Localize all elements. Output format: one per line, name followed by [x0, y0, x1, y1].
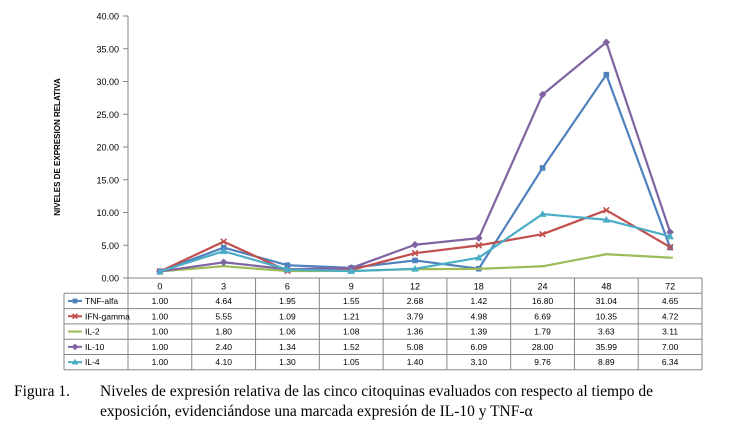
table-cell: 6.69: [534, 311, 551, 321]
y-axis-title: NIVELES DE EXPRESION RELATIVA: [53, 78, 62, 216]
x-tick-label: 24: [538, 281, 548, 291]
y-tick-label: 15.00: [96, 175, 119, 185]
y-tick-label: 30.00: [96, 77, 119, 87]
data-point: [602, 206, 610, 214]
table-cell: 1.05: [343, 357, 360, 367]
data-point: [538, 90, 547, 99]
table-cell: 10.35: [596, 311, 618, 321]
x-tick-label: 48: [601, 281, 611, 291]
data-point: [156, 267, 164, 275]
x-tick-label: 6: [285, 281, 290, 291]
data-point: [666, 228, 674, 236]
table-cell: 1.21: [343, 311, 360, 321]
table-cell: 35.99: [596, 342, 618, 352]
caption-label: Figura 1.: [14, 383, 70, 400]
data-point: [411, 240, 419, 249]
table-cell: 5.08: [407, 342, 424, 352]
table-cell: 1.55: [343, 296, 360, 306]
data-point: [284, 262, 291, 269]
table-cell: 1.30: [279, 357, 296, 367]
y-tick-label: 40.00: [96, 12, 119, 22]
data-point: [411, 265, 419, 272]
y-tick-label: 10.00: [96, 208, 119, 218]
table-cell: 1.09: [279, 311, 296, 321]
data-point: [538, 210, 547, 217]
data-point: [602, 215, 611, 223]
figure-caption: Figura 1. Niveles de expresión relativa …: [14, 382, 726, 422]
data-point: [475, 242, 483, 249]
data-point: [219, 247, 228, 254]
table-cell: 1.00: [152, 296, 169, 306]
table-cell: 8.89: [598, 357, 615, 367]
series-line: [159, 41, 672, 273]
table-cell: 1.00: [152, 311, 169, 321]
table-cell: 1.39: [471, 327, 488, 337]
table-cell: 1.40: [407, 357, 424, 367]
x-tick-label: 12: [410, 281, 420, 291]
legend-label: IL-10: [85, 342, 105, 352]
table-cell: 3.10: [471, 357, 488, 367]
table-cell: 9.76: [534, 357, 551, 367]
table-cell: 4.72: [662, 311, 679, 321]
table-cell: 28.00: [532, 342, 554, 352]
table-cell: 4.98: [471, 311, 488, 321]
table-cell: 3.63: [598, 327, 615, 337]
table-cell: 3.11: [662, 327, 678, 337]
data-point: [539, 230, 546, 238]
data-point: [220, 238, 228, 246]
data-point: [539, 165, 546, 171]
data-point: [347, 267, 356, 274]
data-point: [411, 249, 419, 257]
legend-label: IL-4: [85, 357, 100, 367]
data-point: [602, 38, 611, 47]
y-tick-label: 20.00: [96, 143, 119, 153]
chart: 0.00 5.00 10.00 15.00 20.00 25.00 30.00 35.00 40…: [53, 12, 703, 371]
table-cell: 16.80: [532, 296, 554, 306]
table-cell: 1.95: [279, 296, 296, 306]
x-tick-label: 9: [349, 281, 354, 291]
data-point: [283, 265, 292, 273]
table-cell: 1.00: [152, 327, 169, 337]
y-tick-label: 5.00: [101, 241, 119, 251]
table-cell: 1.00: [152, 357, 169, 367]
y-tick-label: 25.00: [96, 110, 119, 120]
data-point: [474, 234, 483, 242]
y-tick-label: 35.00: [96, 44, 119, 54]
y-tick-label: 0.00: [101, 274, 119, 284]
x-tick-label: 0: [157, 281, 162, 291]
table-cell: 6.09: [471, 342, 488, 352]
x-tick-label: 18: [474, 281, 484, 291]
table-cell: 4.10: [215, 357, 232, 367]
caption-text: Niveles de expresión relativa de las cin…: [100, 383, 654, 420]
table-cell: 1.36: [407, 327, 424, 337]
table-cell: 1.34: [279, 342, 296, 352]
legend-label: TNF-alfa: [85, 296, 118, 306]
table-cell: 2.40: [215, 342, 232, 352]
legend-label: IL-2: [85, 327, 100, 337]
table-cell: 7.00: [662, 342, 679, 352]
table-cell: 1.80: [215, 327, 232, 337]
table-cell: 4.65: [662, 296, 679, 306]
data-point: [666, 232, 674, 240]
table-cell: 1.08: [343, 327, 360, 337]
table-cell: 31.04: [596, 296, 618, 306]
table-cell: 6.34: [662, 357, 679, 367]
table-cell: 1.00: [152, 342, 169, 352]
data-point: [603, 71, 610, 78]
table-cell: 4.64: [215, 296, 232, 306]
table-cell: 1.06: [279, 327, 296, 337]
table-cell: 1.42: [471, 296, 488, 306]
table-cell: 3.79: [407, 311, 424, 321]
x-tick-label: 72: [665, 281, 675, 291]
table-cell: 5.55: [215, 311, 232, 321]
table-cell: 2.68: [407, 296, 424, 306]
table-cell: 1.79: [534, 327, 551, 337]
data-point: [474, 253, 483, 261]
data-point: [219, 258, 228, 267]
table-cell: 1.52: [343, 342, 360, 352]
data-point: [666, 243, 674, 251]
data-point: [412, 257, 418, 264]
x-tick-label: 3: [221, 281, 226, 291]
legend-label: IFN-gamma: [85, 311, 130, 321]
